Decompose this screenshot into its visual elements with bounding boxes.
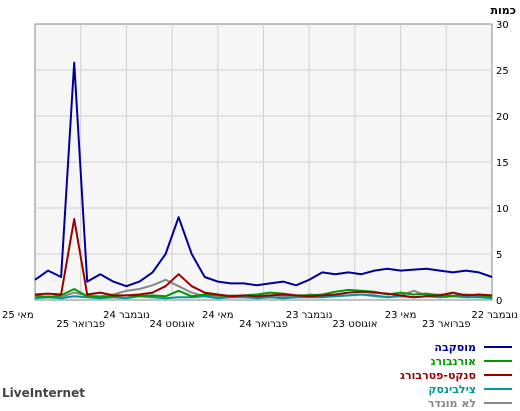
legend-item: אורנבורג [431,353,512,369]
x-tick-label: מאי 24 [202,310,234,321]
y-tick-label: 10 [496,204,509,215]
x-tick-label: מאי 23 [385,310,417,321]
series-line-1 [34,288,493,299]
x-tick-label: פברואר 25 [56,319,105,330]
legend-label: לא מוגדר [427,396,476,410]
x-tick-label: נובמבר 22 [471,310,518,321]
x-tick-label: פברואר 23 [422,319,471,330]
y-tick-label: 0 [496,296,502,307]
y-tick-label: 25 [496,66,509,77]
x-tick-label: מאי 25 [2,310,34,321]
y-tick-label: 30 [496,20,509,31]
series-line-0 [34,61,493,288]
y-axis-ticks: 0 5 10 15 20 25 30 [496,20,509,307]
legend-swatch [484,402,512,404]
legend-label: סנקט-פטרבורג [400,368,476,382]
brand-logo-text: LiveInternet [2,386,85,400]
legend-swatch [484,388,512,390]
x-tick-label: נובמבר 23 [286,310,333,321]
x-tick-label: פברואר 24 [239,319,288,330]
legend-label: צילבינסק [428,382,476,396]
y-unit-label: כמות [491,4,516,17]
legend-item: סנקט-פטרבורג [400,367,512,383]
legend-item: צילבינסק [428,381,512,397]
x-tick-label: אוגוסט 23 [332,319,377,330]
legend-swatch [484,360,512,362]
legend-swatch [484,346,512,348]
legend-swatch [484,374,512,376]
legend-item: לא מוגדר [428,395,512,411]
series-layer [34,61,493,300]
legend-item: מוסקבה [434,339,512,355]
grid [35,24,492,300]
y-tick-label: 15 [496,158,509,169]
y-tick-label: 5 [496,250,502,261]
x-tick-label: נובמבר 24 [103,310,150,321]
y-tick-label: 20 [496,112,509,123]
x-tick-label: אוגוסט 24 [150,319,195,330]
legend-label: אורנבורג [430,354,476,368]
legend-label: מוסקבה [434,340,476,354]
series-line-2 [34,218,493,299]
